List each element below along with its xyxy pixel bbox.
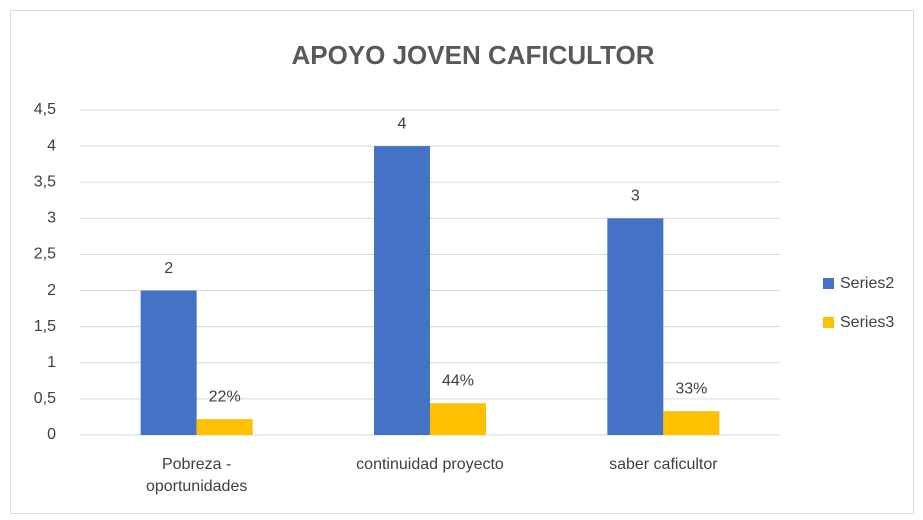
y-tick-label: 4,5 [34, 101, 56, 118]
legend-label: Series3 [840, 314, 894, 331]
data-label: 2 [164, 260, 173, 277]
bar [196, 419, 253, 435]
legend-label: Series2 [840, 275, 894, 292]
data-label: 33% [675, 380, 707, 397]
y-tick-label: 1,5 [34, 318, 56, 335]
y-tick-label: 4 [47, 137, 56, 154]
x-tick-label: saber caficultor [609, 456, 718, 473]
y-tick-label: 2 [47, 282, 56, 299]
legend-swatch [823, 317, 834, 328]
data-label: 22% [209, 388, 241, 405]
bar [607, 218, 664, 435]
y-tick-label: 3,5 [34, 173, 56, 190]
chart-title: APOYO JOVEN CAFICULTOR [291, 40, 654, 70]
y-tick-label: 1 [47, 354, 56, 371]
bar [430, 403, 486, 435]
data-label: 3 [631, 188, 640, 205]
bar [374, 146, 430, 435]
x-tick-label: Pobreza - oportunidades [145, 456, 248, 495]
y-tick-label: 2,5 [34, 246, 56, 263]
x-tick-label: continuidad proyecto [356, 456, 504, 473]
legend-swatch [823, 278, 834, 289]
data-label: 4 [398, 115, 407, 132]
y-tick-label: 0 [47, 426, 56, 443]
chart-border [10, 10, 914, 514]
y-tick-label: 0,5 [34, 390, 56, 407]
data-label: 44% [442, 372, 474, 389]
bar [663, 411, 720, 435]
y-tick-label: 3 [47, 210, 56, 227]
bar [140, 290, 197, 435]
